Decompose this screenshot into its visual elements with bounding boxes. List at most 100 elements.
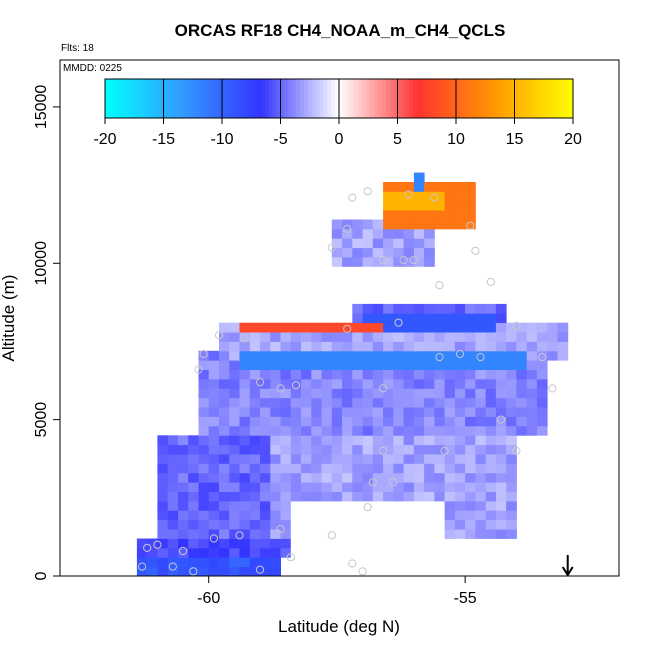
heatmap-cell <box>495 379 507 389</box>
colorbar-swatch <box>311 79 317 118</box>
heatmap-cell <box>454 360 466 370</box>
colorbar-swatch <box>475 79 480 118</box>
heatmap-cell <box>239 538 251 549</box>
heatmap-cell <box>188 491 199 502</box>
heatmap-cell <box>413 332 425 342</box>
heatmap-cell <box>321 369 333 380</box>
heatmap-cell <box>352 519 363 530</box>
heatmap-cell <box>434 332 446 342</box>
colorbar-swatch <box>229 79 235 118</box>
heatmap-cell <box>260 482 271 492</box>
track-point <box>199 349 208 359</box>
heatmap-cell <box>383 369 394 380</box>
heatmap-cell <box>219 547 230 558</box>
heatmap-cell <box>147 557 158 567</box>
colorbar-swatch <box>405 79 410 118</box>
heatmap-cell <box>454 200 466 211</box>
heatmap-cell <box>362 257 374 267</box>
heatmap-cell <box>547 350 558 361</box>
colorbar-tick-label: 20 <box>564 131 582 148</box>
heatmap-cell <box>342 463 353 474</box>
colorbar-swatch <box>448 79 453 118</box>
heatmap-cell <box>342 425 353 436</box>
heatmap-cell <box>413 191 425 202</box>
heatmap-cell <box>547 322 558 333</box>
heatmap-cell <box>229 332 240 342</box>
heatmap-cell <box>403 500 415 511</box>
heatmap-cell <box>444 388 456 399</box>
heatmap-cell <box>434 491 446 502</box>
heatmap-cell <box>157 557 169 567</box>
heatmap-cell <box>249 529 261 539</box>
heatmap-cell <box>403 200 415 211</box>
heatmap-cell <box>413 491 425 502</box>
colorbar-swatch <box>541 79 547 118</box>
heatmap-cell <box>485 379 497 389</box>
heatmap-cell <box>403 303 415 314</box>
y-axis: 0 5000 10000 15000 <box>33 85 60 580</box>
heatmap-cell <box>280 425 292 436</box>
heatmap-cell <box>526 425 538 436</box>
heatmap-cell <box>362 547 374 558</box>
heatmap-cell <box>342 350 353 361</box>
heatmap-cell <box>393 313 404 324</box>
heatmap-cell <box>362 379 374 389</box>
heatmap-cell <box>249 566 261 577</box>
heatmap-cell <box>167 510 179 521</box>
heatmap-cell <box>208 547 220 558</box>
heatmap-cell <box>188 444 199 455</box>
heatmap-cell <box>249 463 261 474</box>
heatmap-cell <box>157 482 169 492</box>
heatmap-cell <box>516 407 528 417</box>
heatmap-cell <box>280 463 292 474</box>
heatmap-cell <box>229 407 240 417</box>
heatmap-cell <box>362 482 374 492</box>
heatmap-cell <box>301 407 312 417</box>
track-point <box>240 334 249 343</box>
track-point <box>538 353 547 362</box>
heatmap-cell <box>331 547 343 558</box>
heatmap-cell <box>260 360 271 370</box>
heatmap-cell <box>311 538 322 549</box>
heatmap-cell <box>444 519 456 530</box>
heatmap-cell <box>516 350 528 361</box>
heatmap-cell <box>413 210 425 220</box>
heatmap-cell <box>444 210 456 220</box>
heatmap-cell <box>465 397 476 408</box>
heatmap-cell <box>280 472 292 483</box>
heatmap-cell <box>372 219 384 230</box>
heatmap-cell <box>393 472 404 483</box>
heatmap-cell <box>249 557 261 567</box>
heatmap-cell <box>301 416 312 427</box>
heatmap-cell <box>475 379 487 389</box>
heatmap-cell <box>157 463 169 474</box>
heatmap-cell <box>372 454 384 464</box>
heatmap-cell <box>342 322 353 333</box>
heatmap-cell <box>290 454 302 464</box>
heatmap-cell <box>454 454 466 464</box>
colorbar-tick-label: 5 <box>393 131 402 148</box>
heatmap-cell <box>424 416 435 427</box>
heatmap-cell <box>157 510 169 521</box>
heatmap-cell <box>475 482 487 492</box>
heatmap-cell <box>393 303 404 314</box>
heatmap-cell <box>536 388 548 399</box>
heatmap-cell <box>239 500 251 511</box>
heatmap-cell <box>393 491 404 502</box>
heatmap-cell <box>362 238 374 249</box>
heatmap-cell <box>444 529 456 539</box>
heatmap-cell <box>208 463 220 474</box>
heatmap-cell <box>290 482 302 492</box>
heatmap-cell <box>393 379 404 389</box>
heatmap-cell <box>178 454 189 464</box>
heatmap-cell <box>342 379 353 389</box>
heatmap-cell <box>506 425 517 436</box>
heatmap-cell <box>198 519 210 530</box>
heatmap-cell <box>280 341 292 352</box>
heatmap-cell <box>495 322 507 333</box>
heatmap-cell <box>208 491 220 502</box>
heatmap-cell <box>362 454 374 464</box>
heatmap-cell <box>424 510 435 521</box>
colorbar-swatch <box>374 79 379 118</box>
colorbar-swatch <box>487 79 492 118</box>
